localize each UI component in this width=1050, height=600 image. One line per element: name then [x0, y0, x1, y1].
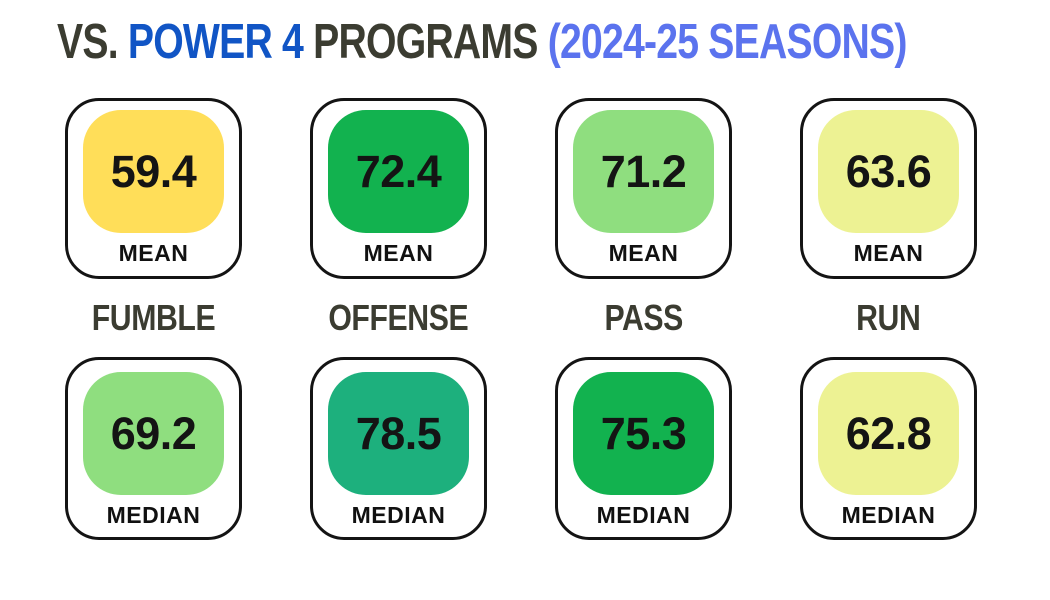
- mean-card-run: 63.6 MEAN: [800, 98, 977, 279]
- median-card-run: 62.8 MEDIAN: [800, 357, 977, 540]
- stat-value-chip: 63.6: [818, 110, 959, 233]
- stat-type-label: MEAN: [363, 240, 434, 266]
- stat-value-chip: 59.4: [83, 110, 224, 233]
- stat-value: 78.5: [355, 407, 442, 459]
- title-seasons: (2024-25 SEASONS): [547, 15, 908, 69]
- mean-card-pass: 71.2 MEAN: [555, 98, 732, 279]
- category-label-run: RUN: [856, 297, 921, 338]
- stat-type-label: MEDIAN: [841, 502, 936, 528]
- page-title: VS. POWER 4 PROGRAMS (2024-25 SEASONS): [57, 14, 907, 70]
- category-row: RUN: [850, 279, 927, 357]
- stat-value-chip: 71.2: [573, 110, 714, 233]
- median-card-pass: 75.3 MEDIAN: [555, 357, 732, 540]
- stat-type-label: MEAN: [118, 240, 189, 266]
- stat-value: 62.8: [845, 407, 932, 459]
- column-offense: 72.4 MEAN OFFENSE 78.5 MEDIAN: [310, 98, 487, 540]
- stat-value: 72.4: [355, 145, 442, 197]
- stat-type-label: MEDIAN: [596, 502, 691, 528]
- stat-value-chip: 75.3: [573, 372, 714, 495]
- mean-card-fumble: 59.4 MEAN: [65, 98, 242, 279]
- stat-type-label: MEDIAN: [106, 502, 201, 528]
- category-row: PASS: [597, 279, 690, 357]
- median-card-fumble: 69.2 MEDIAN: [65, 357, 242, 540]
- column-run: 63.6 MEAN RUN 62.8 MEDIAN: [800, 98, 977, 540]
- category-row: FUMBLE: [80, 279, 227, 357]
- title-middle: PROGRAMS: [313, 15, 548, 69]
- category-label-fumble: FUMBLE: [91, 297, 216, 338]
- stat-type-label: MEAN: [853, 240, 924, 266]
- stat-value: 59.4: [110, 145, 197, 197]
- stats-board: 59.4 MEAN FUMBLE 69.2 MEDIAN 72.4 MEAN O…: [65, 98, 977, 540]
- stat-type-label: MEDIAN: [351, 502, 446, 528]
- median-card-offense: 78.5 MEDIAN: [310, 357, 487, 540]
- stat-value-chip: 72.4: [328, 110, 469, 233]
- stat-value: 69.2: [110, 407, 197, 459]
- title-highlight: POWER 4: [127, 15, 314, 69]
- stat-value: 63.6: [845, 145, 932, 197]
- stat-type-label: MEAN: [608, 240, 679, 266]
- stat-value: 71.2: [600, 145, 687, 197]
- category-row: OFFENSE: [315, 279, 482, 357]
- category-label-pass: PASS: [604, 297, 683, 338]
- stat-value-chip: 69.2: [83, 372, 224, 495]
- column-fumble: 59.4 MEAN FUMBLE 69.2 MEDIAN: [65, 98, 242, 540]
- stat-value: 75.3: [600, 407, 687, 459]
- title-prefix: VS.: [57, 15, 128, 69]
- stat-value-chip: 78.5: [328, 372, 469, 495]
- mean-card-offense: 72.4 MEAN: [310, 98, 487, 279]
- stat-value-chip: 62.8: [818, 372, 959, 495]
- category-label-offense: OFFENSE: [328, 297, 469, 338]
- column-pass: 71.2 MEAN PASS 75.3 MEDIAN: [555, 98, 732, 540]
